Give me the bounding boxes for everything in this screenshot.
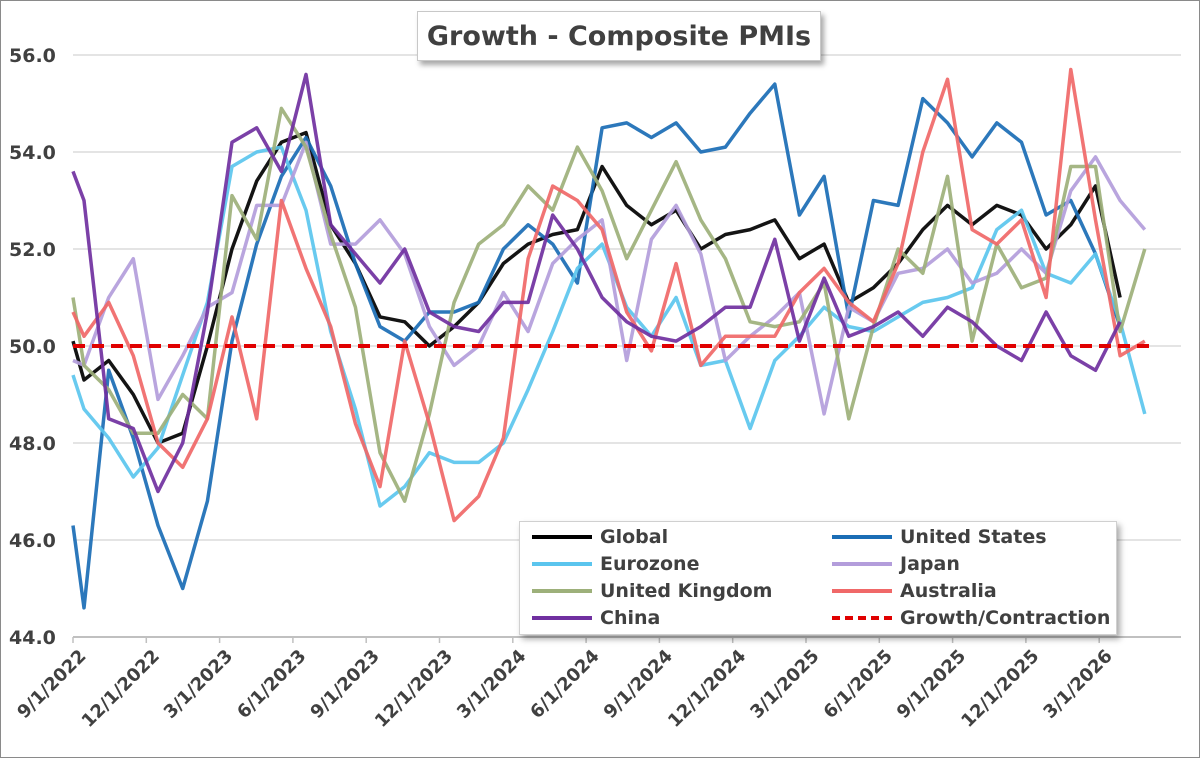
- series-line-australia: [71, 67, 1146, 523]
- y-axis: 44.0 46.0 48.0 50.0 52.0 54.0 56.0: [9, 45, 56, 649]
- y-tick-label: 44.0: [9, 627, 56, 649]
- legend-swatch: [832, 589, 892, 593]
- x-tick-label: 12/1/2025: [957, 646, 1043, 732]
- x-tick-label: 9/1/2023: [306, 646, 383, 723]
- legend-swatch: [532, 616, 592, 620]
- legend-swatch: [532, 535, 592, 539]
- legend-label: Eurozone: [600, 553, 700, 575]
- x-tick-label: 12/1/2022: [78, 646, 164, 732]
- legend-swatch: [832, 616, 892, 620]
- y-tick-label: 50.0: [9, 336, 56, 358]
- chart-title: Growth - Composite PMIs: [417, 11, 821, 61]
- x-tick-label: 6/1/2025: [820, 646, 897, 723]
- legend-item-global: Global: [532, 524, 668, 550]
- legend-label: Global: [600, 526, 669, 548]
- legend-label: United States: [900, 526, 1047, 548]
- series-line-china: [71, 72, 1122, 494]
- legend-item-growth-contraction: Growth/Contraction: [832, 605, 1110, 631]
- x-tick-label: 6/1/2024: [526, 646, 603, 723]
- y-tick-label: 46.0: [9, 530, 56, 552]
- legend: Global Eurozone United Kingdom China Uni…: [519, 521, 1117, 635]
- legend-item-eurozone: Eurozone: [532, 551, 699, 577]
- legend-item-japan: Japan: [832, 551, 960, 577]
- legend-item-australia: Australia: [832, 578, 997, 604]
- legend-swatch: [832, 535, 892, 539]
- legend-item-united-kingdom: United Kingdom: [532, 578, 772, 604]
- x-tick-label: 3/1/2024: [453, 646, 530, 723]
- y-tick-label: 52.0: [9, 239, 56, 261]
- x-tick-label: 12/1/2023: [371, 646, 457, 732]
- x-axis: 9/1/202212/1/20223/1/20236/1/20239/1/202…: [13, 637, 1117, 732]
- legend-label: China: [600, 607, 661, 629]
- x-tick-label: 9/1/2024: [600, 646, 677, 723]
- x-tick-label: 3/1/2026: [1039, 646, 1116, 723]
- x-tick-label: 12/1/2024: [664, 646, 750, 732]
- series-lines: [71, 67, 1147, 610]
- series-line-united-states: [71, 82, 1122, 610]
- x-tick-label: 3/1/2023: [160, 646, 237, 723]
- legend-label: Australia: [900, 580, 997, 602]
- legend-swatch: [532, 589, 592, 593]
- legend-label: Japan: [900, 553, 960, 575]
- legend-swatch: [532, 562, 592, 566]
- x-tick-label: 9/1/2022: [13, 646, 90, 723]
- legend-item-united-states: United States: [832, 524, 1047, 550]
- legend-swatch: [832, 562, 892, 566]
- y-tick-label: 54.0: [9, 142, 56, 164]
- y-tick-label: 48.0: [9, 433, 56, 455]
- series-line-united-kingdom: [71, 106, 1147, 503]
- legend-label: United Kingdom: [600, 580, 773, 602]
- x-tick-label: 9/1/2025: [893, 646, 970, 723]
- y-tick-label: 56.0: [9, 45, 56, 67]
- legend-label: Growth/Contraction: [900, 607, 1111, 629]
- series-line-japan: [72, 140, 1147, 416]
- x-tick-label: 6/1/2023: [233, 646, 310, 723]
- legend-item-china: China: [532, 605, 660, 631]
- x-tick-label: 3/1/2025: [746, 646, 823, 723]
